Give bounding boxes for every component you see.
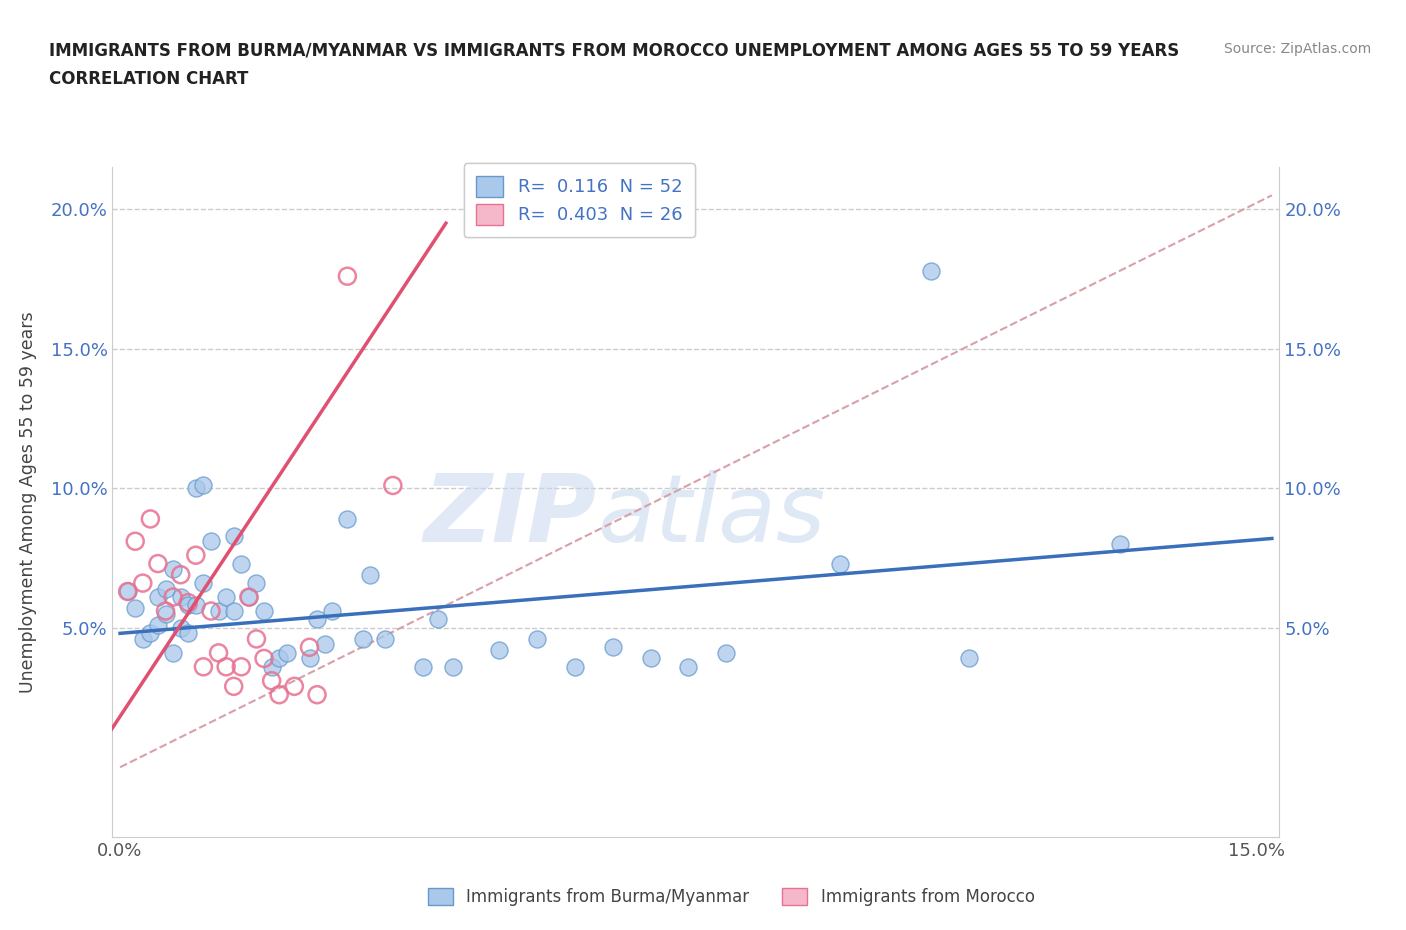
- Point: [139, 512, 162, 526]
- Point: [374, 631, 396, 646]
- Point: [155, 604, 177, 618]
- Point: [193, 659, 215, 674]
- Point: [207, 645, 229, 660]
- Point: [193, 478, 215, 493]
- Point: [170, 590, 193, 604]
- Legend: R=  0.116  N = 52, R=  0.403  N = 26: R= 0.116 N = 52, R= 0.403 N = 26: [464, 163, 695, 237]
- Point: [640, 651, 662, 666]
- Point: [678, 659, 700, 674]
- Point: [336, 269, 359, 284]
- Point: [200, 534, 222, 549]
- Point: [215, 659, 238, 674]
- Point: [283, 679, 305, 694]
- Point: [146, 590, 169, 604]
- Point: [253, 651, 276, 666]
- Point: [215, 590, 238, 604]
- Point: [260, 673, 283, 688]
- Text: CORRELATION CHART: CORRELATION CHART: [49, 70, 249, 87]
- Point: [412, 659, 434, 674]
- Point: [124, 601, 146, 616]
- Point: [359, 567, 381, 582]
- Point: [427, 612, 450, 627]
- Point: [381, 478, 404, 493]
- Point: [526, 631, 548, 646]
- Text: atlas: atlas: [596, 470, 825, 561]
- Point: [117, 584, 139, 599]
- Point: [207, 604, 229, 618]
- Point: [564, 659, 586, 674]
- Point: [307, 687, 329, 702]
- Point: [352, 631, 374, 646]
- Point: [336, 512, 359, 526]
- Point: [184, 481, 207, 496]
- Text: Source: ZipAtlas.com: Source: ZipAtlas.com: [1223, 42, 1371, 56]
- Point: [276, 645, 298, 660]
- Point: [222, 679, 245, 694]
- Point: [260, 659, 283, 674]
- Point: [716, 645, 738, 660]
- Point: [307, 612, 329, 627]
- Point: [298, 651, 321, 666]
- Point: [298, 640, 321, 655]
- Point: [184, 598, 207, 613]
- Point: [177, 595, 200, 610]
- Point: [222, 528, 245, 543]
- Point: [253, 604, 276, 618]
- Point: [177, 598, 200, 613]
- Point: [170, 567, 193, 582]
- Point: [132, 631, 155, 646]
- Point: [957, 651, 980, 666]
- Point: [162, 590, 184, 604]
- Point: [117, 584, 139, 599]
- Point: [321, 604, 343, 618]
- Point: [177, 626, 200, 641]
- Point: [269, 651, 291, 666]
- Point: [146, 618, 169, 632]
- Point: [1109, 537, 1132, 551]
- Point: [124, 534, 146, 549]
- Point: [162, 645, 184, 660]
- Point: [245, 631, 267, 646]
- Point: [146, 556, 169, 571]
- Point: [139, 626, 162, 641]
- Point: [238, 590, 260, 604]
- Point: [488, 643, 510, 658]
- Point: [184, 548, 207, 563]
- Point: [162, 562, 184, 577]
- Point: [132, 576, 155, 591]
- Y-axis label: Unemployment Among Ages 55 to 59 years: Unemployment Among Ages 55 to 59 years: [18, 312, 37, 693]
- Text: IMMIGRANTS FROM BURMA/MYANMAR VS IMMIGRANTS FROM MOROCCO UNEMPLOYMENT AMONG AGES: IMMIGRANTS FROM BURMA/MYANMAR VS IMMIGRA…: [49, 42, 1180, 60]
- Legend: Immigrants from Burma/Myanmar, Immigrants from Morocco: Immigrants from Burma/Myanmar, Immigrant…: [420, 881, 1042, 912]
- Point: [238, 590, 260, 604]
- Point: [828, 556, 851, 571]
- Point: [170, 620, 193, 635]
- Point: [155, 606, 177, 621]
- Point: [920, 263, 942, 278]
- Point: [245, 576, 267, 591]
- Point: [602, 640, 624, 655]
- Point: [314, 637, 336, 652]
- Point: [193, 576, 215, 591]
- Point: [231, 659, 253, 674]
- Point: [155, 581, 177, 596]
- Point: [269, 687, 291, 702]
- Point: [222, 604, 245, 618]
- Text: ZIP: ZIP: [423, 470, 596, 562]
- Point: [200, 604, 222, 618]
- Point: [231, 556, 253, 571]
- Point: [443, 659, 465, 674]
